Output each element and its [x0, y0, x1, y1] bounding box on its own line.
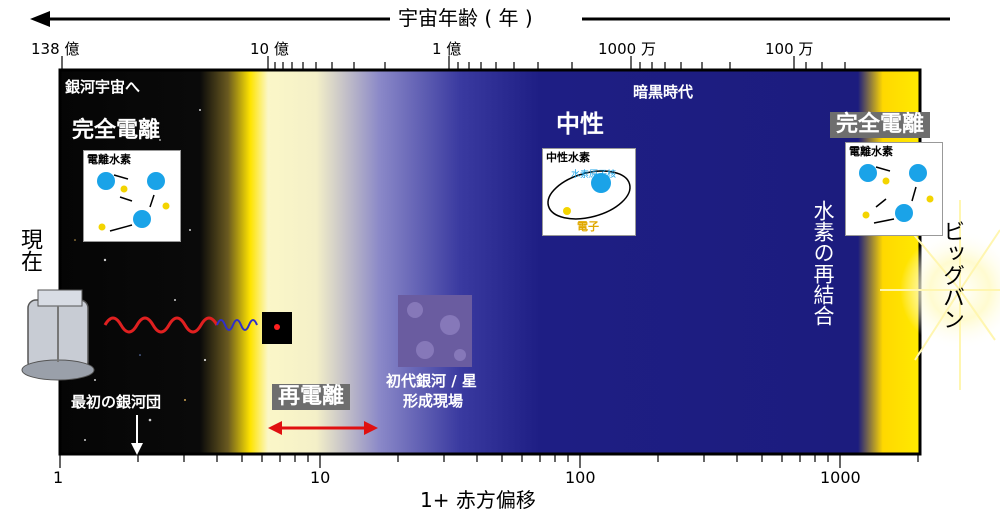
ionized-hydrogen-inset-right: 電離水素	[845, 142, 943, 236]
reionization-arrow-left-head	[268, 421, 282, 435]
top-tick-100-man: 100 万	[765, 40, 814, 58]
recombination-label: 水素の再結合	[811, 200, 835, 326]
top-ticks	[61, 56, 846, 70]
ionized-left-drawing	[97, 172, 170, 232]
nucleus-label: 水素原子核	[571, 170, 617, 180]
light-wave-red	[103, 316, 219, 334]
ionized-right-drawing	[859, 164, 934, 224]
electron-label: 電子	[577, 220, 599, 233]
to-galaxy-universe-label: 銀河宇宙へ	[65, 78, 141, 96]
age-axis-title: 宇宙年齢 ( 年 )	[398, 6, 533, 30]
bottom-ticks	[59, 454, 919, 468]
bottom-tick-1000: 1000	[820, 468, 861, 487]
ionized-hydrogen-inset-left: 電離水素	[83, 150, 181, 242]
bottom-tick-100: 100	[565, 468, 596, 487]
first-galaxies-texture	[407, 302, 466, 361]
top-tick-10-oku: 10 億	[250, 40, 289, 58]
redshift-axis-label: 1+ 赤方偏移	[420, 488, 536, 512]
present-label: 現在	[17, 228, 42, 272]
big-bang-label: ビッグバン	[939, 220, 964, 330]
top-tick-138-oku: 138 億	[31, 40, 80, 58]
bottom-tick-10: 10	[310, 468, 331, 487]
telescope-illustration	[21, 289, 95, 381]
ionized-left-title: 電離水素	[87, 153, 131, 166]
reionization-label: 再電離	[272, 384, 351, 410]
top-tick-1-oku: 1 億	[432, 40, 462, 58]
dark-age-label: 暗黒時代	[633, 83, 694, 101]
distant-galaxy-dot	[274, 324, 280, 330]
ionized-right-title: 電離水素	[849, 145, 893, 158]
neutral-inset-title: 中性水素	[546, 151, 590, 164]
first-galaxies-label: 初代銀河 / 星	[386, 372, 477, 390]
timeline-band	[60, 70, 860, 454]
neutral-hydrogen-inset: 中性水素 水素原子核 電子	[542, 148, 636, 236]
first-cluster-arrow-head	[131, 443, 143, 455]
first-cluster-label: 最初の銀河団	[71, 393, 162, 411]
first-galaxies-image	[398, 295, 472, 367]
bottom-tick-1: 1	[53, 468, 64, 487]
neutral-label: 中性	[556, 110, 604, 138]
top-tick-1000-man: 1000 万	[598, 40, 656, 58]
formation-site-label: 形成現場	[403, 392, 464, 410]
full-ionization-right-label: 完全電離	[830, 112, 931, 138]
big-bang-burst	[880, 200, 1000, 390]
top-arrow-head	[30, 11, 50, 27]
light-wave-blue	[216, 319, 258, 331]
neutral-drawing	[547, 170, 631, 220]
reionization-arrow-right-head	[364, 421, 378, 435]
full-ionization-left-label: 完全電離	[72, 118, 161, 143]
